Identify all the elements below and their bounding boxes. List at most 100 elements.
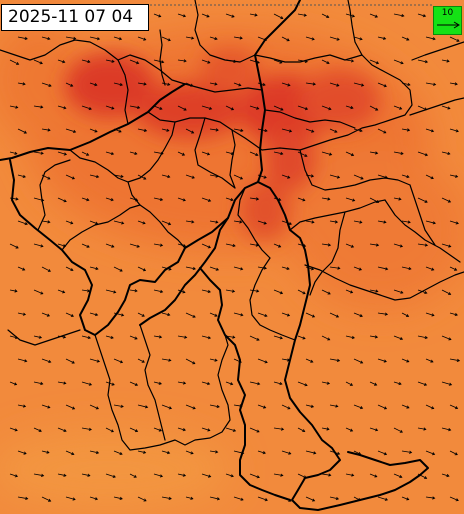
- wind-arrow: [41, 450, 50, 454]
- wind-arrow: [401, 128, 411, 132]
- wind-arrow: [393, 381, 402, 386]
- wind-arrow: [41, 220, 51, 224]
- wind-arrow: [273, 381, 283, 386]
- wind-arrow: [153, 335, 163, 339]
- wind-arrow: [393, 105, 403, 110]
- wind-arrow: [177, 59, 187, 63]
- border-central-west: [9, 159, 429, 511]
- wind-arrow: [425, 266, 435, 271]
- wind-arrow: [305, 82, 316, 86]
- wind-arrow: [425, 312, 435, 317]
- wind-arrow: [161, 36, 171, 42]
- wind-arrow: [441, 473, 450, 478]
- wind-arrow: [329, 496, 340, 501]
- wind-arrow: [153, 473, 164, 478]
- wind-arrow: [377, 128, 387, 134]
- wind-arrow: [185, 450, 194, 455]
- wind-arrow: [273, 243, 282, 248]
- wind-arrow: [377, 266, 389, 271]
- wind-arrow: [161, 496, 172, 500]
- wind-arrow: [9, 381, 18, 386]
- wind-arrow: [161, 404, 173, 410]
- wind-arrow: [441, 105, 451, 110]
- wind-arrow: [257, 220, 267, 225]
- wind-arrow: [273, 427, 285, 431]
- wind-arrow: [65, 82, 74, 87]
- wind-arrow: [201, 473, 212, 478]
- wind-arrow: [81, 335, 91, 340]
- wind-arrow: [225, 243, 236, 248]
- wind-arrow: [209, 36, 218, 41]
- wind-arrow: [185, 128, 195, 134]
- wind-arrow: [81, 243, 90, 248]
- wind-arrow: [273, 289, 284, 295]
- wind-arrow: [41, 404, 51, 409]
- wind-arrow: [33, 381, 44, 386]
- wind-arrow: [33, 335, 43, 339]
- wind-arrow: [297, 427, 306, 432]
- wind-arrow: [89, 496, 99, 501]
- wind-arrow: [65, 36, 77, 40]
- wind-arrow: [417, 13, 427, 18]
- wind-arrow: [321, 151, 333, 156]
- wind-arrow: [201, 289, 211, 294]
- border-south-inner: [199, 267, 291, 501]
- wind-arrow: [17, 404, 27, 408]
- wind-arrow: [177, 105, 187, 111]
- wind-arrow: [329, 128, 338, 133]
- wind-arrow: [257, 312, 268, 317]
- wind-arrow: [113, 36, 123, 41]
- wind-arrow: [9, 243, 19, 249]
- wind-arrow-icon: [437, 21, 460, 29]
- wind-arrow: [137, 36, 147, 41]
- wind-arrow: [177, 427, 186, 432]
- wind-arrow: [129, 151, 138, 155]
- wind-legend: 10: [433, 6, 462, 35]
- wind-arrow: [401, 36, 410, 41]
- wind-arrow: [153, 427, 163, 432]
- wind-arrow: [113, 220, 125, 225]
- wind-arrow: [305, 312, 316, 318]
- wind-arrow: [17, 266, 26, 271]
- wind-arrow: [449, 404, 459, 410]
- wind-arrow: [41, 128, 51, 132]
- wind-arrow: [425, 404, 435, 410]
- wind-arrow: [345, 105, 354, 110]
- wind-arrow: [329, 312, 340, 318]
- wind-arrow: [153, 105, 163, 110]
- wind-arrow: [281, 82, 291, 87]
- wind-arrow: [353, 312, 363, 318]
- wind-arrow: [305, 128, 315, 133]
- wind-arrow: [137, 82, 147, 86]
- wind-arrow: [153, 197, 164, 202]
- wind-arrow: [401, 266, 412, 271]
- wind-arrow: [377, 312, 389, 316]
- wind-arrow: [185, 404, 196, 410]
- wind-arrow: [305, 266, 315, 271]
- wind-arrow: [281, 36, 290, 42]
- wind-arrow: [233, 174, 244, 180]
- wind-arrow: [129, 427, 139, 433]
- wind-arrow: [249, 289, 260, 293]
- wind-arrow: [233, 82, 242, 87]
- wind-arrow: [177, 13, 187, 18]
- wind-arrow: [281, 450, 292, 455]
- wind-arrow: [113, 450, 123, 455]
- wind-arrow: [353, 266, 363, 271]
- wind-arrow: [417, 59, 429, 64]
- wind-arrow: [321, 13, 330, 18]
- wind-arrow: [225, 473, 234, 478]
- wind-arrow: [113, 404, 124, 408]
- wind-arrow: [17, 358, 28, 363]
- wind-arrow: [249, 335, 260, 341]
- wind-arrow: [377, 36, 387, 40]
- wind-arrow: [81, 59, 91, 64]
- wind-arrow: [209, 450, 219, 454]
- wind-arrow: [225, 105, 235, 111]
- wind-arrow: [441, 289, 452, 295]
- wind-arrow: [417, 381, 428, 386]
- wind-arrow: [329, 404, 339, 408]
- wind-arrow: [161, 174, 171, 179]
- wind-arrow: [81, 473, 91, 477]
- wind-arrow: [153, 59, 165, 64]
